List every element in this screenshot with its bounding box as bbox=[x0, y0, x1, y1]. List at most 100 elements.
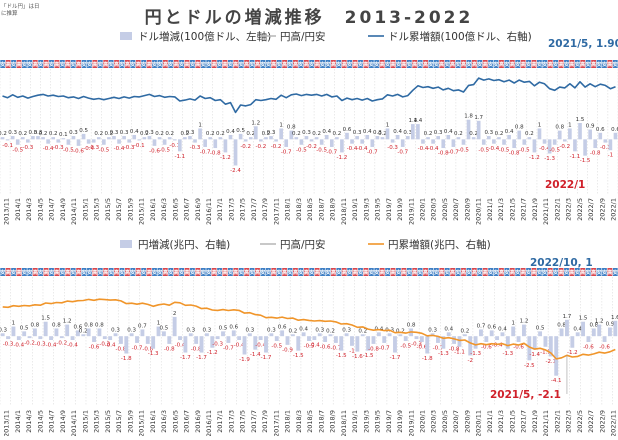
yen-trend-badge bbox=[293, 268, 298, 276]
yen-trend-badge bbox=[287, 268, 293, 276]
x-tick-label: 2020/3 bbox=[430, 198, 438, 221]
data-bar bbox=[360, 334, 365, 337]
bar-value-label: 1 bbox=[538, 122, 542, 128]
yen-trend-badge-label: 安 bbox=[542, 269, 547, 276]
yen-trend-badge-label: 安 bbox=[168, 269, 173, 276]
x-tick-label: 2021/1 bbox=[486, 410, 494, 433]
bar-value-label: -0.7 bbox=[433, 345, 444, 351]
yen-trend-badge-label: 高 bbox=[54, 269, 59, 276]
data-bar bbox=[411, 124, 415, 140]
x-tick-label: 2020/9 bbox=[463, 410, 471, 433]
legend-label: ドル増減(100億ドル、左軸) bbox=[138, 30, 271, 43]
x-tick-label: 2019/9 bbox=[396, 410, 404, 433]
bar-value-label: 0.2 bbox=[246, 131, 255, 137]
yen-trend-badge bbox=[531, 268, 537, 276]
bar-value-label: -0.5 bbox=[499, 147, 510, 153]
yen-trend-badge bbox=[569, 268, 575, 276]
bar-value-label: -1.7 bbox=[390, 355, 401, 361]
yen-trend-badge bbox=[547, 268, 553, 276]
yen-trend-badge bbox=[124, 60, 130, 68]
yen-trend-badge-label: 安 bbox=[309, 269, 314, 276]
yen-trend-badge bbox=[406, 268, 412, 276]
bar-value-label: 0.2 bbox=[140, 131, 149, 137]
bar-value-label: 1.5 bbox=[576, 117, 585, 123]
bar-value-label: 1.2 bbox=[251, 120, 260, 126]
data-bar bbox=[127, 139, 131, 143]
yen-trend-badge bbox=[130, 268, 136, 276]
x-tick-label: 2015/3 bbox=[93, 198, 101, 221]
yen-trend-badge-label: 高 bbox=[16, 61, 21, 68]
yen-trend-badge-label: 高 bbox=[233, 269, 238, 276]
data-bar bbox=[215, 336, 220, 340]
yen-trend-badge-label: 高 bbox=[65, 61, 70, 68]
data-bar bbox=[339, 336, 344, 351]
data-bar bbox=[161, 331, 166, 337]
data-bar bbox=[532, 139, 537, 153]
data-bar bbox=[613, 132, 618, 140]
yen-trend-badge-label: 安 bbox=[553, 61, 558, 68]
data-bar bbox=[479, 329, 483, 337]
yen-trend-badge-label: 安 bbox=[217, 61, 222, 68]
yen-trend-badge-label: 高 bbox=[244, 61, 249, 68]
data-bar bbox=[203, 139, 207, 147]
yen-trend-badge bbox=[238, 60, 244, 68]
bar-value-label: -0.1 bbox=[134, 143, 145, 149]
data-bar bbox=[387, 333, 392, 337]
data-bar bbox=[507, 134, 511, 140]
yen-trend-badge bbox=[607, 60, 613, 68]
data-bar bbox=[258, 336, 263, 341]
yen-trend-badge-label: 安 bbox=[445, 61, 450, 68]
data-bar bbox=[226, 336, 231, 343]
yen-trend-badge-label: 安 bbox=[98, 61, 103, 68]
yen-trend-badge bbox=[217, 60, 222, 68]
x-tick-label: 2019/7 bbox=[385, 410, 393, 433]
yen-trend-badge bbox=[591, 268, 597, 276]
yen-trend-badge-label: 安 bbox=[277, 269, 282, 276]
bar-value-label: -0.2 bbox=[24, 341, 35, 347]
bar-value-label: -0.6 bbox=[416, 344, 427, 350]
yen-trend-badge-label: 高 bbox=[103, 269, 108, 276]
x-tick-label: 2014/5 bbox=[36, 410, 44, 433]
bar-value-label: -1.7 bbox=[196, 355, 207, 361]
yen-trend-badge-label: 安 bbox=[477, 269, 482, 276]
data-bar bbox=[575, 332, 580, 337]
data-bar bbox=[390, 139, 395, 143]
yen-trend-badge-label: 安 bbox=[206, 61, 211, 68]
x-tick-label: 2015/9 bbox=[126, 410, 134, 433]
bar-value-label: 0.3 bbox=[0, 327, 8, 333]
yen-trend-badge-label: 安 bbox=[456, 269, 461, 276]
yen-trend-badge-label: 高 bbox=[461, 61, 466, 68]
yen-trend-badge-label: 高 bbox=[531, 61, 536, 68]
yen-trend-badge-label: 安 bbox=[38, 269, 43, 276]
yen-trend-badge-label: 安 bbox=[336, 269, 341, 276]
x-tick-label: 2020/11 bbox=[475, 198, 483, 225]
yen-trend-badge-label: 高 bbox=[450, 269, 455, 276]
yen-trend-badge-label: 高 bbox=[195, 269, 200, 276]
bar-value-label: -1.8 bbox=[422, 356, 433, 362]
yen-trend-badge-label: 安 bbox=[266, 61, 271, 68]
yen-trend-badge bbox=[124, 268, 130, 276]
yen-trend-badge-label: 安 bbox=[71, 61, 76, 68]
bar-value-label: -0.8 bbox=[438, 151, 449, 157]
yen-trend-badge-label: 高 bbox=[391, 61, 396, 68]
yen-trend-badge bbox=[108, 268, 114, 276]
yen-trend-badge bbox=[477, 268, 483, 276]
x-tick-label: 2014/11 bbox=[70, 410, 78, 436]
yen-trend-badge bbox=[455, 60, 461, 68]
yen-trend-badge-label: 安 bbox=[109, 269, 114, 276]
bar-value-label: 0.3 bbox=[110, 130, 119, 136]
yen-trend-badge-label: 安 bbox=[157, 61, 162, 68]
yen-trend-badge-label: 高 bbox=[212, 269, 217, 276]
x-tick-label: 2016/3 bbox=[160, 410, 168, 433]
bar-value-label: -0.1 bbox=[169, 143, 180, 149]
yen-trend-badge bbox=[412, 60, 418, 68]
yen-trend-badge-label: 高 bbox=[293, 269, 298, 276]
yen-trend-badge bbox=[114, 268, 119, 276]
data-bar bbox=[167, 137, 172, 140]
yen-trend-badge-label: 高 bbox=[607, 269, 612, 276]
yen-trend-badge bbox=[341, 268, 347, 276]
yen-trend-badge bbox=[265, 268, 271, 276]
data-bar bbox=[309, 139, 314, 142]
yen-trend-badge bbox=[515, 60, 521, 68]
bar-value-label: 0.2 bbox=[206, 131, 215, 137]
